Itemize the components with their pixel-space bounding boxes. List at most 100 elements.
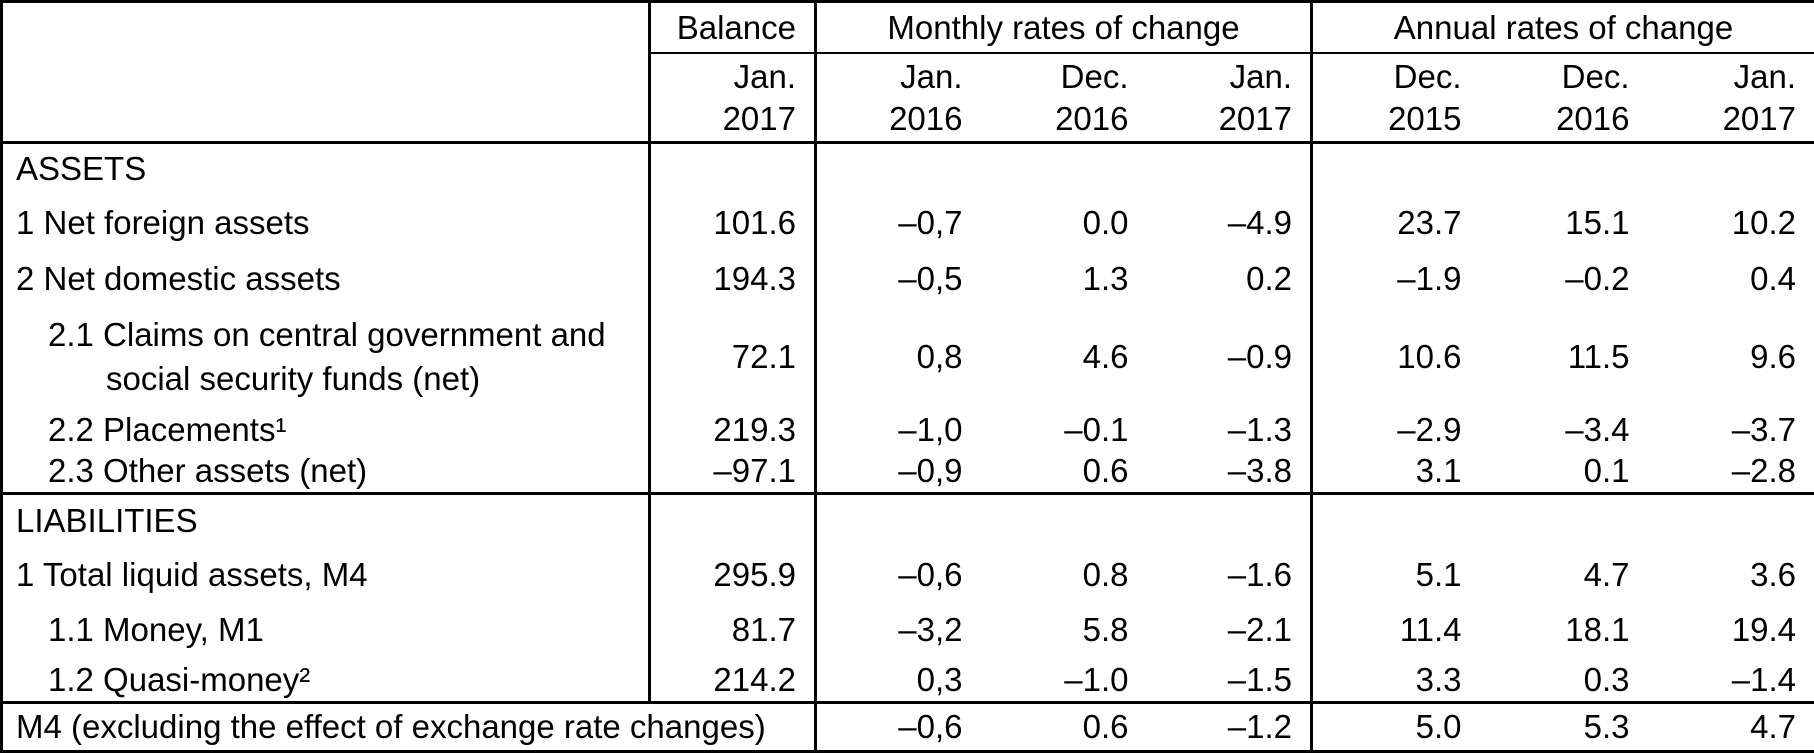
cell-value: –1.5 <box>1146 658 1313 703</box>
row-label-line2: social security funds (net) <box>106 360 481 398</box>
header-group-row: Balance Monthly rates of change Annual r… <box>1 1 1814 144</box>
row-label: 1 Total liquid assets, M4 <box>1 546 651 603</box>
row-label: 2.1 Claims on central government and soc… <box>1 306 651 408</box>
section-label: ASSETS <box>1 142 651 196</box>
balance-value: 295.9 <box>649 546 817 603</box>
row-label-line1: 2.1 Claims on central government and <box>48 316 606 354</box>
cell-value: –1.6 <box>1146 546 1313 603</box>
cell-value: 0.3 <box>1583 660 1630 698</box>
cell-value: 3.3 <box>1415 660 1462 698</box>
header-period-row: Jan. 2017 Jan. 2016 Dec. 2016 Jan. 2017 … <box>2 53 1814 144</box>
cell-value: –2.1 <box>1146 602 1313 659</box>
cell-value: 1.3 <box>1082 259 1129 297</box>
table-row-other-assets: 2.3 Other assets (net) –97.1 –0,9 0.6 –3… <box>1 451 1814 493</box>
cell-value: –1.4 <box>1731 660 1796 698</box>
cell-value: 5.3 <box>1479 701 1648 752</box>
cell-value: –3.8 <box>1146 451 1313 493</box>
col-header-balance-jan-2017: Jan. 2017 <box>649 53 817 144</box>
cell-value: –0.9 <box>1146 306 1313 408</box>
section-row-liabilities: LIABILITIES <box>1 491 1814 547</box>
cell-value: 0.6 <box>1082 452 1129 490</box>
cell-value: 15.1 <box>1565 203 1630 241</box>
cell-value: 10.6 <box>1397 338 1462 376</box>
col-header-annual-dec-2015: Dec. 2015 <box>1311 53 1480 144</box>
row-label: 2.2 Placements¹ <box>1 407 651 452</box>
table-row-total-liquid-assets-m4: 1 Total liquid assets, M4 295.9 –0,6 0.8… <box>1 546 1814 603</box>
cell-value: 5.8 <box>1082 611 1129 649</box>
row-label: 2 Net domestic assets <box>1 250 651 307</box>
col-header-annual-jan-2017: Jan. 2017 <box>1647 53 1814 144</box>
cell-value: 0.0 <box>1082 203 1129 241</box>
cell-value: –0.2 <box>1565 259 1630 297</box>
balance-value: 194.3 <box>649 250 817 307</box>
cell-value: –1.9 <box>1397 259 1462 297</box>
cell-value: 0,8 <box>916 338 963 376</box>
table-row-net-foreign-assets: 1 Net foreign assets 101.6 –0,7 0.0 –4.9… <box>1 195 1814 251</box>
table-row-m4-excluding-fx: M4 (excluding the effect of exchange rat… <box>1 701 1814 752</box>
row-label: 1 Net foreign assets <box>1 195 651 251</box>
cell-value: 4.6 <box>1082 338 1129 376</box>
cell-value: –3.4 <box>1565 410 1630 448</box>
table-row-net-domestic-assets: 2 Net domestic assets 194.3 –0,5 1.3 0.2… <box>1 250 1814 307</box>
table-row-placements: 2.2 Placements¹ 219.3 –1,0 –0.1 –1.3 –2.… <box>1 407 1814 452</box>
cell-value: –3.7 <box>1731 410 1796 448</box>
balance-value: 81.7 <box>649 602 817 659</box>
col-header-annual-dec-2016: Dec. 2016 <box>1479 53 1648 144</box>
cell-value: 0.2 <box>1146 250 1313 307</box>
cell-value: –3,2 <box>898 611 963 649</box>
row-label: 1.2 Quasi-money² <box>1 658 651 703</box>
col-header-balance: Balance <box>649 1 817 55</box>
cell-value: 23.7 <box>1397 203 1462 241</box>
col-header-monthly-rates: Monthly rates of change <box>815 1 1313 55</box>
balance-value: 101.6 <box>649 195 817 251</box>
cell-value: 5.1 <box>1415 555 1462 593</box>
cell-value: 0.4 <box>1750 259 1796 297</box>
col-header-annual-rates: Annual rates of change <box>1311 1 1814 55</box>
cell-value: 18.1 <box>1565 611 1630 649</box>
cell-value: 0.1 <box>1583 452 1630 490</box>
cell-value: –0,6 <box>815 701 981 752</box>
cell-value: 4.7 <box>1583 555 1630 593</box>
section-row-assets: ASSETS <box>1 142 1814 196</box>
cell-value: –0,9 <box>898 452 963 490</box>
cell-value: –1.0 <box>1064 660 1129 698</box>
cell-value: 0.8 <box>1082 555 1129 593</box>
cell-value: 5.0 <box>1311 701 1480 752</box>
cell-value: 19.4 <box>1731 611 1796 649</box>
col-header-monthly-jan-2017: Jan. 2017 <box>1146 53 1313 144</box>
cell-value: 11.5 <box>1567 338 1630 376</box>
cell-value: –2.9 <box>1397 410 1462 448</box>
cell-value: –0,6 <box>898 555 963 593</box>
row-label: M4 (excluding the effect of exchange rat… <box>1 701 817 752</box>
row-label: 2.3 Other assets (net) <box>1 451 651 493</box>
col-header-monthly-dec-2016: Dec. 2016 <box>980 53 1147 144</box>
cell-value: –1.3 <box>1146 407 1313 452</box>
balance-value: –97.1 <box>649 451 817 493</box>
table-row-claims-central-government: 2.1 Claims on central government and soc… <box>1 306 1814 408</box>
corner-cell <box>1 1 651 144</box>
cell-value: 11.4 <box>1399 611 1462 649</box>
balance-value: 214.2 <box>649 658 817 703</box>
cell-value: –1.2 <box>1146 701 1313 752</box>
cell-value: 9.6 <box>1750 338 1796 376</box>
cell-value: 0.6 <box>980 701 1147 752</box>
col-header-monthly-jan-2016: Jan. 2016 <box>815 53 981 144</box>
section-label: LIABILITIES <box>1 491 651 547</box>
table-row-money-m1: 1.1 Money, M1 81.7 –3,2 5.8 –2.1 11.4 18… <box>1 602 1814 659</box>
cell-value: –2.8 <box>1731 452 1796 490</box>
cell-value: –4.9 <box>1146 195 1313 251</box>
table-row-quasi-money: 1.2 Quasi-money² 214.2 0,3 –1.0 –1.5 3.3… <box>1 658 1814 703</box>
cell-value: –0.1 <box>1064 410 1129 448</box>
balance-value: 219.3 <box>649 407 817 452</box>
cell-value: 0,3 <box>916 660 963 698</box>
cell-value: –0,7 <box>898 203 963 241</box>
balance-value: 72.1 <box>649 306 817 408</box>
cell-value: 4.7 <box>1647 701 1814 752</box>
cell-value: –0,5 <box>898 259 963 297</box>
cell-value: 3.6 <box>1750 555 1796 593</box>
cell-value: 3.1 <box>1415 452 1462 490</box>
row-label: 1.1 Money, M1 <box>1 602 651 659</box>
cell-value: 10.2 <box>1731 203 1796 241</box>
